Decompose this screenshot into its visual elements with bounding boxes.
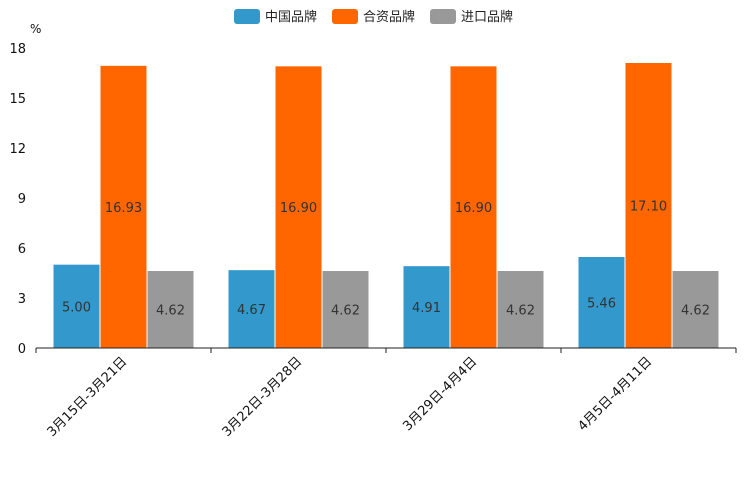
legend-swatch-1 [234, 9, 260, 24]
bar-value-label: 4.67 [237, 303, 266, 318]
x-category-label: 3月15日-3月21日 [45, 354, 131, 440]
legend-swatch-2 [332, 9, 358, 24]
bar [322, 271, 369, 348]
bar-value-label: 4.62 [156, 304, 185, 319]
bar [578, 257, 625, 348]
x-category-label: 3月29日-4月4日 [400, 354, 480, 434]
bar-value-label: 5.46 [587, 297, 616, 312]
bar [625, 63, 672, 348]
legend: 中国品牌 合资品牌 进口品牌 [234, 9, 513, 25]
bar [275, 66, 322, 348]
bar [100, 65, 147, 348]
bar-value-label: 4.62 [681, 304, 710, 319]
y-tick-label: 15 [9, 92, 26, 107]
bar [403, 266, 450, 348]
bar-value-label: 4.62 [506, 304, 535, 319]
bar [450, 66, 497, 348]
bar [497, 271, 544, 348]
legend-label-2: 合资品牌 [363, 9, 415, 25]
y-axis-unit-label: % [30, 22, 41, 36]
y-tick-label: 9 [18, 192, 26, 207]
x-category-label: 3月22日-3月28日 [220, 354, 306, 440]
legend-label-3: 进口品牌 [461, 9, 513, 25]
legend-label-1: 中国品牌 [265, 9, 317, 25]
plot-area: 5.00 16.93 4.62 4.67 16.90 4.62 4.91 16.90 4.62 5… [53, 63, 719, 348]
y-tick-label: 0 [18, 342, 26, 357]
y-tick-label: 6 [18, 242, 26, 257]
y-axis: 0 3 6 9 12 15 18 [9, 42, 26, 357]
bar [672, 271, 719, 348]
x-axis: 3月15日-3月21日 3月22日-3月28日 3月29日-4月4日 4月5日-4月1… [35, 347, 737, 440]
bar [53, 264, 100, 348]
bar-value-label: 4.91 [412, 301, 441, 316]
bar-value-label: 16.90 [280, 201, 317, 216]
bar-value-label: 16.90 [455, 201, 492, 216]
x-category-label: 4月5日-4月11日 [575, 354, 655, 434]
y-tick-label: 18 [9, 42, 26, 57]
bar [228, 270, 275, 348]
bar-value-label: 4.62 [331, 304, 360, 319]
bar-value-label: 17.10 [630, 200, 667, 215]
legend-swatch-3 [430, 9, 456, 24]
bar-value-label: 16.93 [105, 201, 142, 216]
bar-value-label: 5.00 [62, 300, 91, 315]
y-tick-label: 12 [9, 142, 26, 157]
y-tick-label: 3 [18, 292, 26, 307]
bar [147, 271, 194, 348]
